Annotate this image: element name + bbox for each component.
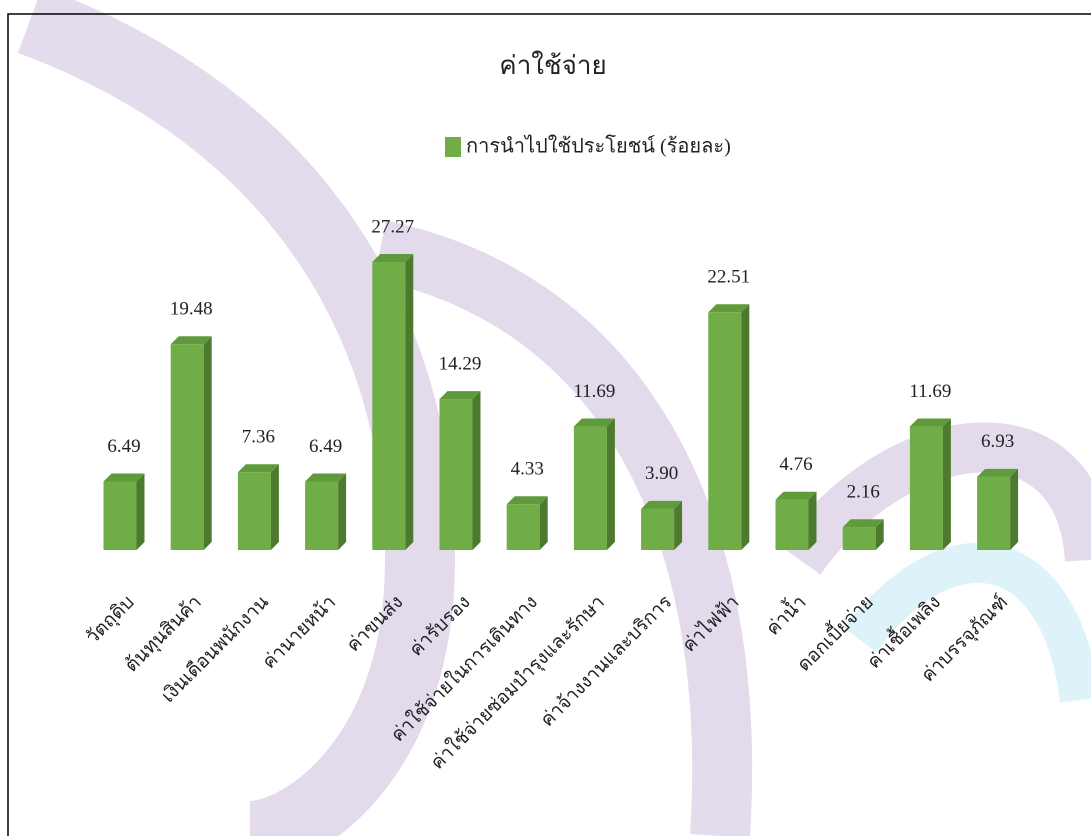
value-label: 6.49 <box>107 436 140 457</box>
bar <box>573 418 615 550</box>
bar-side <box>808 491 817 550</box>
bar-top <box>842 519 884 528</box>
bar-top <box>103 473 145 482</box>
bar-front <box>775 499 809 550</box>
bar-side <box>136 473 145 550</box>
bar-side <box>472 391 481 550</box>
bar-top <box>372 254 414 263</box>
bar <box>372 254 414 550</box>
bar <box>775 491 817 550</box>
watermark-arc <box>779 422 1091 575</box>
value-label: 14.29 <box>439 353 482 374</box>
bar <box>439 391 481 550</box>
watermark-arc <box>844 542 1091 703</box>
bar <box>641 500 683 550</box>
chart-title: ค่าใช้จ่าย <box>499 51 606 80</box>
bar-front <box>237 472 271 550</box>
legend-label: การนำไปใช้ประโยชน์ (ร้อยละ) <box>466 135 731 158</box>
value-label: 4.76 <box>779 454 812 475</box>
value-label: 11.69 <box>909 381 951 402</box>
bar-side <box>942 418 951 550</box>
bar <box>842 519 884 550</box>
bar-side <box>674 500 683 550</box>
x-tick-label: ค่าน้ำ <box>760 589 811 640</box>
bar <box>506 496 548 550</box>
x-tick-label: ค่าจ้างงานและบริการ <box>537 592 676 731</box>
value-label: 6.93 <box>981 431 1014 452</box>
bar-front <box>506 504 540 550</box>
bar <box>909 418 951 550</box>
watermark-arc <box>17 0 456 836</box>
frame <box>7 13 1091 836</box>
bar <box>305 473 347 550</box>
bar-front <box>103 481 137 550</box>
bar-side <box>539 496 548 550</box>
value-label: 19.48 <box>170 299 213 320</box>
bar-top <box>977 468 1019 477</box>
bar-top <box>708 304 750 313</box>
bar-top <box>305 473 347 482</box>
bar-side <box>741 304 750 550</box>
bar-side <box>203 336 212 550</box>
x-tick-label: วัตถุดิบ <box>82 592 139 649</box>
bar-front <box>170 344 204 550</box>
value-label: 22.51 <box>707 267 750 288</box>
value-label: 4.33 <box>511 459 544 480</box>
value-label: 7.36 <box>242 427 275 448</box>
bar-top <box>237 464 279 473</box>
bar-front <box>573 426 607 550</box>
legend-swatch <box>445 137 461 157</box>
bar-side <box>405 254 414 550</box>
value-label: 27.27 <box>371 216 414 237</box>
bar-top <box>775 491 817 500</box>
bar-front <box>977 476 1011 550</box>
bar-front <box>372 262 406 550</box>
bar <box>170 336 212 550</box>
bar-top <box>641 500 683 509</box>
bar-front <box>708 312 742 550</box>
bar-top <box>573 418 615 427</box>
bar-front <box>842 527 876 550</box>
bar-top <box>170 336 212 345</box>
bar-side <box>1010 468 1019 550</box>
bar-front <box>439 399 473 550</box>
bar-top <box>439 391 481 400</box>
bar-front <box>641 508 675 550</box>
bar <box>977 468 1019 550</box>
bar-top <box>506 496 548 505</box>
bar-side <box>606 418 615 550</box>
bar-front <box>909 426 943 550</box>
value-label: 11.69 <box>573 381 615 402</box>
bar-side <box>338 473 347 550</box>
value-label: 3.90 <box>645 463 678 484</box>
bar-side <box>270 464 279 550</box>
value-label: 2.16 <box>847 482 880 503</box>
bar <box>103 473 145 550</box>
bar <box>708 304 750 550</box>
x-tick-label: ค่านายหน้า <box>259 592 341 674</box>
watermark-arc <box>373 220 753 836</box>
watermark <box>17 0 1091 836</box>
bar <box>237 464 279 550</box>
bar-side <box>875 519 884 550</box>
value-label: 6.49 <box>309 436 342 457</box>
bar-top <box>909 418 951 427</box>
bar-front <box>305 481 339 550</box>
